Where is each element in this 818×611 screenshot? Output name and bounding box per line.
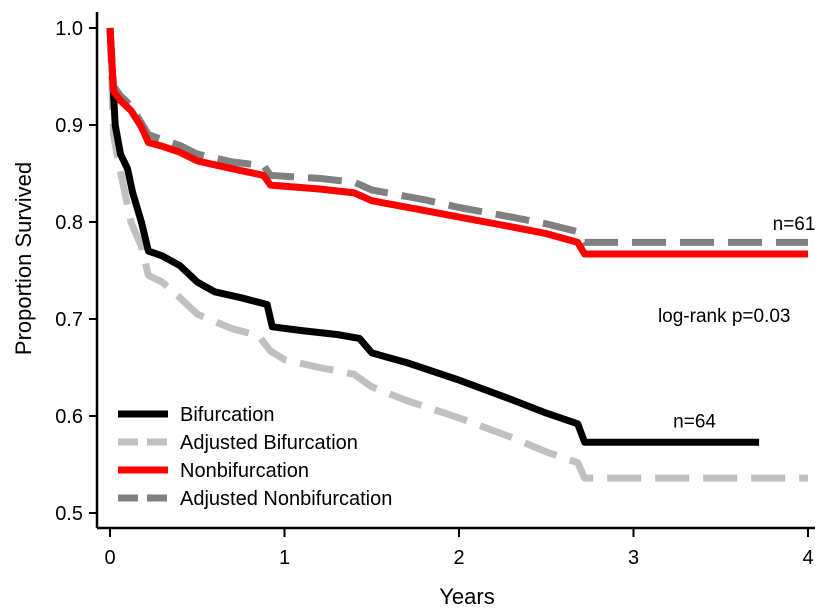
annotation-text: log-rank p=0.03 [658,306,791,327]
series-line-adjusted-bifurcation [106,27,808,482]
legend-label: Bifurcation [180,404,275,426]
axes: 0.5 0.6 0.7 0.8 0.9 1.0 0 1 2 3 4 Years Proportion S… [11,12,815,609]
annotation-text: n=64 [673,412,716,433]
legend-label: Adjusted Nonbifurcation [180,488,392,510]
x-tick-label: 3 [628,547,639,569]
legend-label: Adjusted Bifurcation [180,432,358,454]
x-tick-label: 4 [802,547,813,569]
series-line-nonbifurcation [106,27,808,258]
annotations: n=61 log-rank p=0.03 n=64 [658,214,815,433]
y-tick-label: 0.9 [55,115,83,137]
series-line-adjusted-nonbifurcation [106,27,808,246]
y-tick-label: 0.6 [55,406,83,428]
legend-label: Nonbifurcation [180,460,309,482]
y-tick-label: 0.5 [55,503,83,525]
legend: Bifurcation Adjusted Bifurcation Nonbifurc… [118,404,392,510]
y-tick-label: 1.0 [55,18,83,40]
y-tick-label: 0.7 [55,309,83,331]
x-tick-label: 1 [279,547,290,569]
x-tick-label: 2 [453,547,464,569]
y-tick-label: 0.8 [55,212,83,234]
y-axis-title: Proportion Survived [11,162,36,355]
x-tick-label: 0 [104,547,115,569]
series-line-bifurcation [106,27,760,446]
x-axis-title: Years [439,584,494,609]
series-lines [106,27,808,482]
annotation-text: n=61 [773,214,816,235]
